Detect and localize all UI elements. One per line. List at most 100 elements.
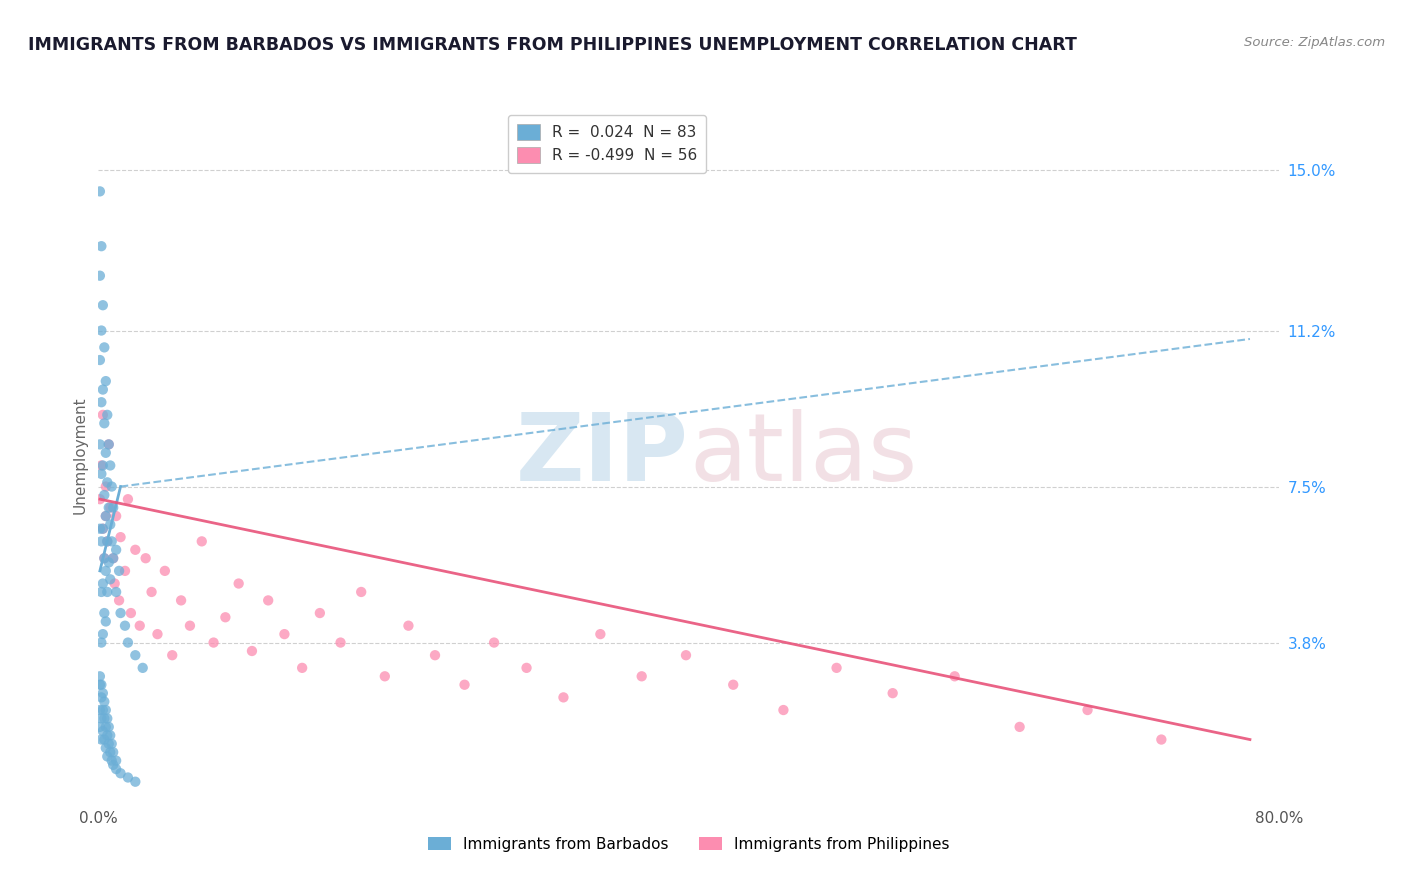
Point (214, 610, 236, 624)
Point (91, 522, 114, 536)
Point (94, 509, 117, 524)
Point (105, 509, 128, 524)
Text: atlas: atlas (689, 409, 917, 501)
Point (89, 268, 111, 283)
Point (943, 669, 966, 683)
Point (89, 522, 111, 536)
Point (103, 745, 125, 759)
Point (98, 728, 121, 742)
Text: ZIP: ZIP (516, 409, 689, 501)
Point (94, 479, 117, 493)
Point (170, 593, 193, 607)
Point (1077, 703, 1099, 717)
Point (273, 627, 295, 641)
Point (398, 618, 420, 632)
Point (90, 239, 112, 253)
Point (350, 585, 373, 599)
Point (257, 593, 280, 607)
Point (124, 774, 146, 789)
Point (94, 374, 117, 388)
Point (93, 606, 115, 620)
Point (240, 644, 263, 658)
Point (94, 446, 117, 460)
Point (108, 593, 131, 607)
Point (94, 615, 117, 629)
Point (98, 458, 121, 473)
Point (96, 749, 118, 764)
Point (90, 585, 112, 599)
Point (97, 437, 120, 451)
Point (103, 551, 125, 566)
Point (105, 762, 128, 776)
Point (97, 720, 120, 734)
Point (191, 534, 214, 549)
Point (98, 517, 121, 532)
Point (90, 467, 112, 481)
Point (90, 458, 112, 473)
Point (90, 711, 112, 725)
Point (882, 686, 904, 700)
Point (108, 564, 131, 578)
Y-axis label: Unemployment: Unemployment (72, 396, 87, 514)
Point (89, 720, 111, 734)
Point (723, 678, 745, 692)
Point (825, 661, 848, 675)
Point (103, 757, 125, 772)
Point (96, 534, 118, 549)
Point (100, 534, 122, 549)
Point (675, 648, 697, 663)
Point (202, 635, 225, 649)
Point (96, 534, 118, 549)
Point (94, 703, 117, 717)
Point (100, 737, 122, 751)
Point (374, 669, 396, 683)
Point (179, 618, 201, 632)
Point (90, 732, 112, 747)
Point (89, 492, 111, 507)
Point (114, 564, 136, 578)
Point (89, 185, 111, 199)
Point (94, 720, 117, 734)
Point (128, 618, 150, 632)
Point (105, 754, 128, 768)
Point (91, 627, 114, 641)
Point (94, 741, 117, 756)
Point (110, 606, 132, 620)
Point (98, 745, 121, 759)
Point (100, 479, 122, 493)
Point (124, 542, 146, 557)
Legend: Immigrants from Barbados, Immigrants from Philippines: Immigrants from Barbados, Immigrants fro… (422, 830, 956, 858)
Point (90, 534, 112, 549)
Point (309, 606, 332, 620)
Point (96, 711, 118, 725)
Point (90, 395, 112, 409)
Point (91, 576, 114, 591)
Point (91, 383, 114, 397)
Point (553, 690, 575, 705)
Point (96, 475, 118, 490)
Point (97, 737, 120, 751)
Point (100, 754, 122, 768)
Point (120, 606, 142, 620)
Point (93, 340, 115, 354)
Point (98, 500, 121, 515)
Point (589, 627, 612, 641)
Point (93, 551, 115, 566)
Text: Source: ZipAtlas.com: Source: ZipAtlas.com (1244, 36, 1385, 49)
Point (93, 695, 115, 709)
Point (90, 678, 112, 692)
Point (228, 576, 250, 591)
Point (96, 408, 118, 422)
Point (110, 530, 132, 544)
Point (89, 678, 111, 692)
Point (91, 408, 114, 422)
Point (141, 585, 163, 599)
Point (96, 728, 118, 742)
Point (772, 703, 794, 717)
Point (105, 542, 128, 557)
Point (162, 648, 183, 663)
Point (93, 417, 115, 431)
Point (104, 576, 127, 591)
Point (124, 648, 146, 663)
Point (98, 572, 121, 586)
